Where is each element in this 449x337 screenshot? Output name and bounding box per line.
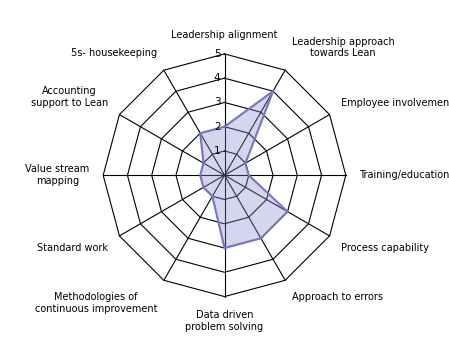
Text: Leadership approach
towards Lean: Leadership approach towards Lean [292, 37, 395, 59]
Text: Approach to errors: Approach to errors [292, 292, 383, 302]
Text: Leadership alignment: Leadership alignment [171, 30, 278, 40]
Text: Standard work: Standard work [37, 243, 108, 253]
Text: 2: 2 [214, 122, 220, 132]
Text: Data driven
problem solving: Data driven problem solving [185, 310, 264, 332]
Text: 4: 4 [214, 73, 220, 83]
Text: Methodologies of
continuous improvement: Methodologies of continuous improvement [35, 292, 157, 314]
Polygon shape [200, 91, 287, 248]
Text: 1: 1 [214, 146, 220, 156]
Text: Process capability: Process capability [341, 243, 429, 253]
Text: Training/education: Training/education [359, 170, 449, 180]
Text: 5: 5 [214, 49, 220, 59]
Text: Value stream
mapping: Value stream mapping [26, 164, 90, 186]
Text: Employee involvement: Employee involvement [341, 98, 449, 108]
Text: 3: 3 [214, 97, 220, 108]
Text: Accounting
support to Lean: Accounting support to Lean [31, 86, 108, 108]
Text: 5s- housekeeping: 5s- housekeeping [71, 49, 157, 59]
